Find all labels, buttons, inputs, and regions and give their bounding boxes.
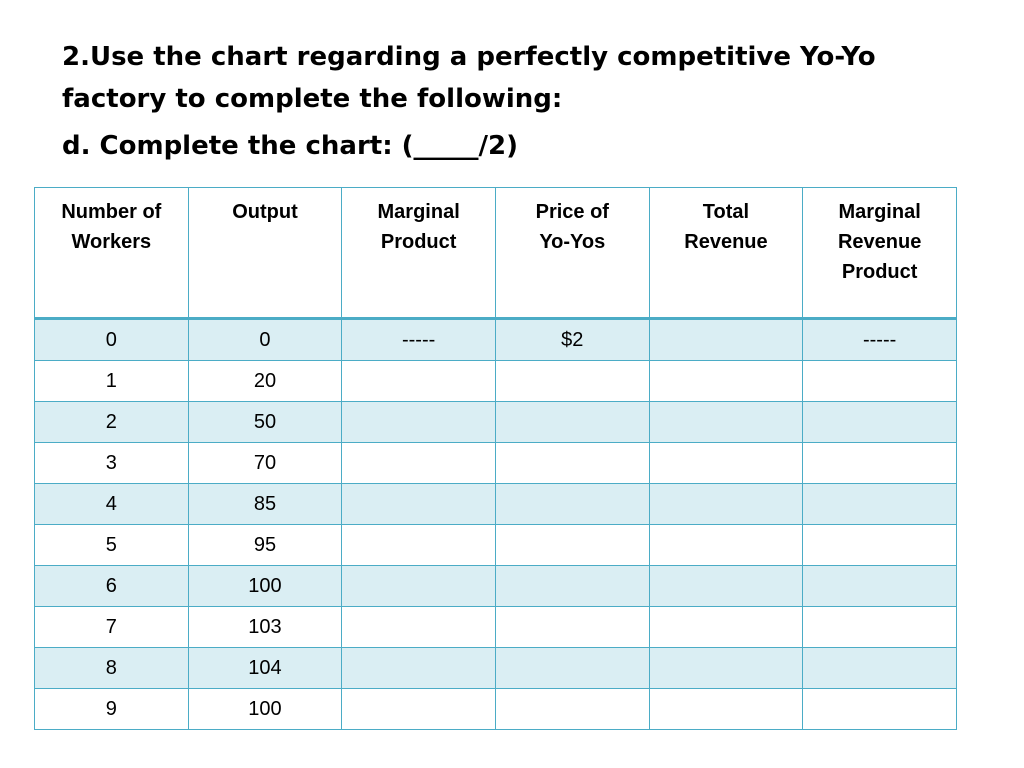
cell-output: 70 [187, 442, 343, 484]
cell-marginal-revenue-product [802, 442, 957, 484]
cell-marginal-revenue-product [802, 401, 957, 443]
cell-total-revenue [648, 565, 804, 607]
cell-marginal-product [341, 524, 496, 566]
header-line: Price of [535, 201, 609, 223]
cell-price [494, 360, 650, 402]
cell-marginal-product [341, 360, 496, 402]
table-row: 9 100 [34, 688, 957, 730]
header-line: Marginal [377, 201, 460, 223]
table-row: 5 95 [34, 524, 957, 566]
cell-output: 100 [187, 565, 343, 607]
table-row: 1 20 [34, 360, 957, 402]
cell-total-revenue [648, 318, 804, 361]
cell-workers: 2 [34, 401, 189, 443]
header-line: Product [380, 231, 457, 253]
table-row: 4 85 [34, 483, 957, 525]
cell-output: 100 [187, 688, 343, 730]
cell-output: 20 [187, 360, 343, 402]
header-line: Total [702, 201, 750, 223]
cell-marginal-product: ----- [341, 318, 496, 361]
header-line: Yo-Yos [539, 231, 606, 253]
header-row: Number of Workers Output Marginal Product … [34, 187, 957, 320]
cell-price [494, 647, 650, 689]
yoyo-factory-table: Number of Workers Output Marginal Product … [34, 187, 957, 730]
cell-marginal-revenue-product: ----- [802, 318, 957, 361]
cell-marginal-revenue-product [802, 647, 957, 689]
cell-marginal-product [341, 647, 496, 689]
cell-workers: 8 [34, 647, 189, 689]
header-line: Workers [71, 231, 152, 253]
cell-price [494, 565, 650, 607]
table-row: 6 100 [34, 565, 957, 607]
cell-price [494, 524, 650, 566]
table-row: 3 70 [34, 442, 957, 484]
cell-total-revenue [648, 688, 804, 730]
header-line: Revenue [684, 231, 768, 253]
header-number-of-workers: Number of Workers [34, 187, 189, 320]
cell-workers: 0 [34, 318, 189, 361]
cell-workers: 9 [34, 688, 189, 730]
cell-price [494, 401, 650, 443]
cell-total-revenue [648, 524, 804, 566]
cell-workers: 6 [34, 565, 189, 607]
cell-output: 95 [187, 524, 343, 566]
cell-total-revenue [648, 647, 804, 689]
table-row: 2 50 [34, 401, 957, 443]
cell-workers: 4 [34, 483, 189, 525]
cell-marginal-product [341, 565, 496, 607]
header-line: Revenue [837, 231, 922, 253]
cell-total-revenue [648, 606, 804, 648]
header-line: Output [232, 201, 298, 223]
cell-total-revenue [648, 483, 804, 525]
cell-price [494, 483, 650, 525]
cell-marginal-revenue-product [802, 606, 957, 648]
cell-marginal-revenue-product [802, 360, 957, 402]
cell-total-revenue [648, 360, 804, 402]
header-marginal-revenue-product: Marginal Revenue Product [802, 187, 957, 320]
question-title: 2.Use the chart regarding a perfectly co… [62, 42, 876, 114]
cell-total-revenue [648, 401, 804, 443]
table-body: 0 0 ----- $2 ----- 1 20 2 50 3 70 [34, 318, 957, 730]
cell-total-revenue [648, 442, 804, 484]
cell-output: 0 [187, 318, 343, 361]
cell-marginal-revenue-product [802, 483, 957, 525]
cell-output: 85 [187, 483, 343, 525]
header-price-of-yoyos: Price of Yo-Yos [494, 187, 650, 320]
cell-marginal-product [341, 688, 496, 730]
header-line: Marginal [838, 201, 921, 223]
cell-price [494, 606, 650, 648]
cell-marginal-product [341, 483, 496, 525]
cell-workers: 3 [34, 442, 189, 484]
cell-workers: 7 [34, 606, 189, 648]
table-header: Number of Workers Output Marginal Product … [34, 187, 957, 320]
cell-workers: 5 [34, 524, 189, 566]
header-marginal-product: Marginal Product [341, 187, 496, 320]
cell-price [494, 442, 650, 484]
header-line: Number of [61, 201, 162, 223]
question-subtitle: d. Complete the chart: (_____/2) [62, 131, 518, 161]
cell-marginal-revenue-product [802, 688, 957, 730]
header-line: Product [841, 261, 918, 283]
table-row: 0 0 ----- $2 ----- [34, 318, 957, 361]
header-output: Output [187, 187, 343, 320]
header-total-revenue: Total Revenue [648, 187, 804, 320]
cell-marginal-product [341, 606, 496, 648]
cell-output: 103 [187, 606, 343, 648]
cell-marginal-product [341, 442, 496, 484]
cell-marginal-revenue-product [802, 565, 957, 607]
cell-output: 50 [187, 401, 343, 443]
table-row: 8 104 [34, 647, 957, 689]
cell-marginal-revenue-product [802, 524, 957, 566]
cell-marginal-product [341, 401, 496, 443]
cell-price: $2 [494, 318, 650, 361]
table-row: 7 103 [34, 606, 957, 648]
cell-output: 104 [187, 647, 343, 689]
cell-workers: 1 [34, 360, 189, 402]
cell-price [494, 688, 650, 730]
